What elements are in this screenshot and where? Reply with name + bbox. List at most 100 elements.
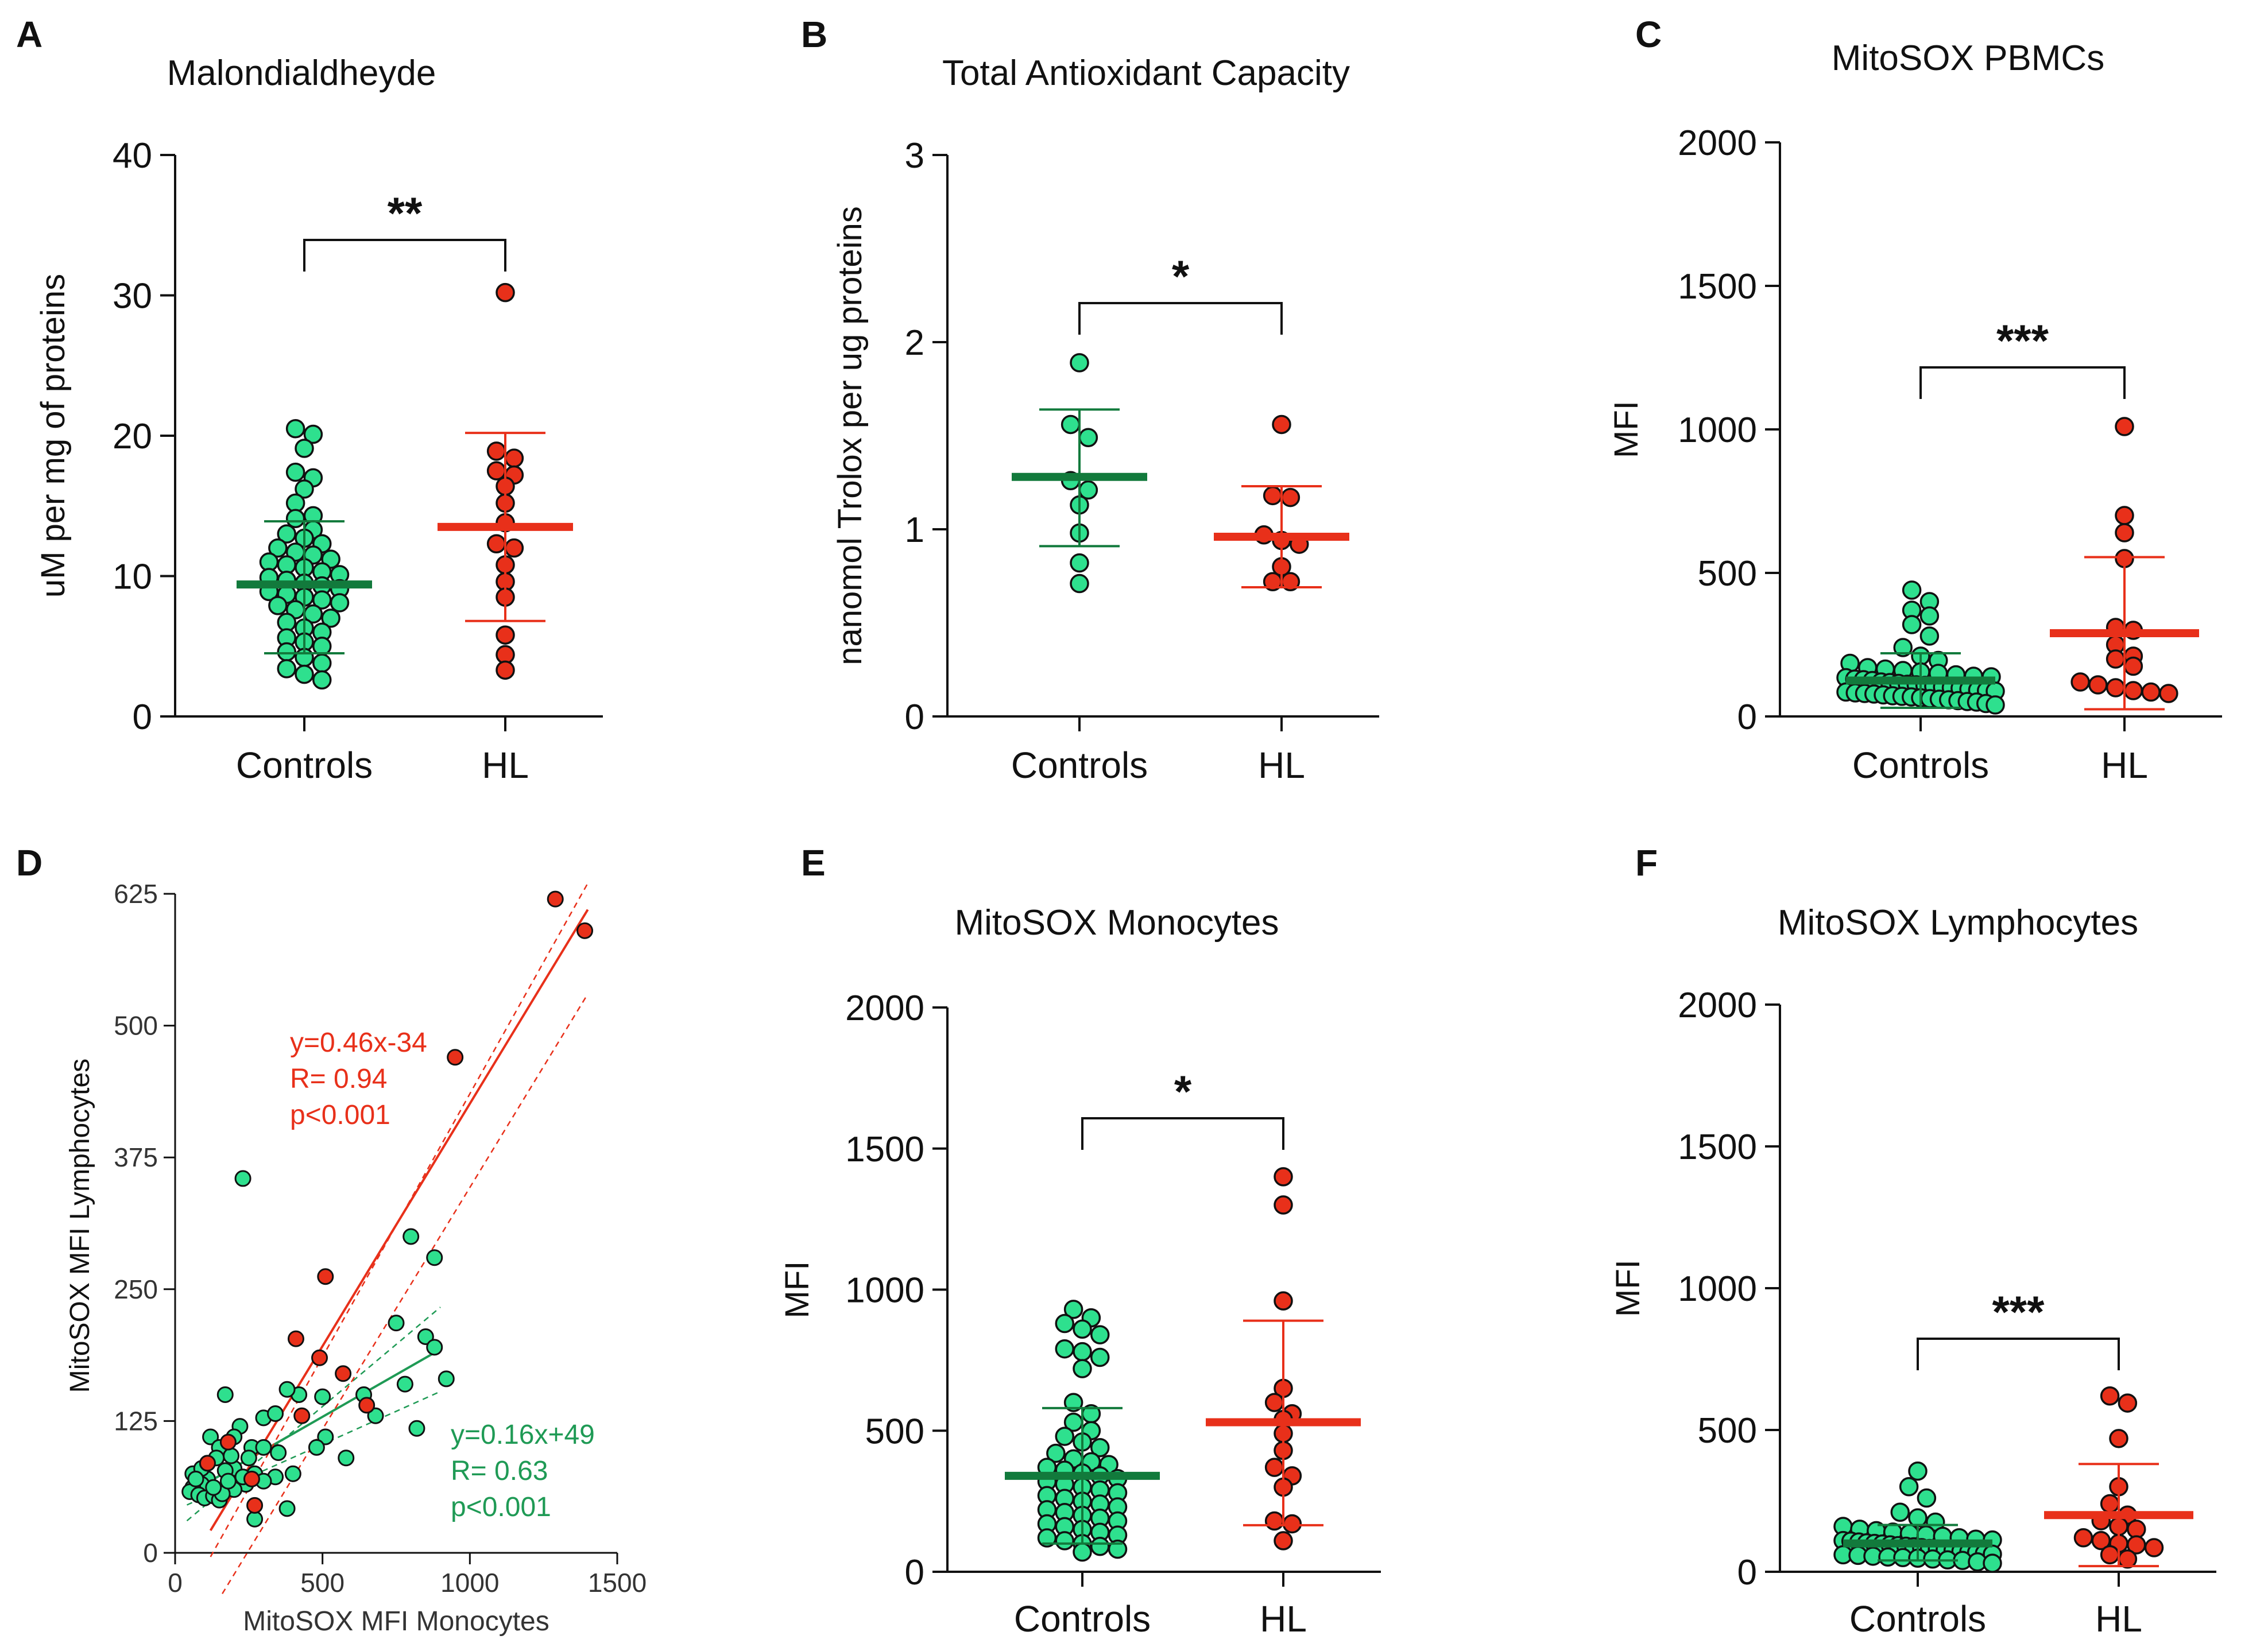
data-point	[547, 890, 564, 908]
data-point	[426, 1249, 443, 1266]
y-tick-label: 2000	[1678, 986, 1757, 1025]
y-tick-label: 30	[113, 277, 152, 316]
data-point	[1090, 1347, 1110, 1367]
series-hl	[438, 282, 573, 680]
data-point	[1090, 1437, 1110, 1458]
data-point	[1078, 428, 1098, 448]
x-tick-label: 0	[168, 1568, 183, 1598]
data-point	[2118, 1393, 2138, 1413]
hl-fit-p: p<0.001	[290, 1100, 390, 1130]
data-point	[402, 1228, 420, 1245]
x-tick-label: 500	[300, 1568, 345, 1598]
significance-bracket	[1919, 366, 2126, 399]
data-point	[311, 1349, 328, 1366]
series-hl	[2050, 417, 2199, 711]
data-point	[1073, 1319, 1092, 1339]
data-point	[277, 524, 296, 544]
data-point	[1070, 553, 1089, 573]
panel-letter: A	[16, 14, 42, 55]
data-point	[2100, 1545, 2120, 1565]
y-tick-label: 20	[113, 417, 152, 456]
data-point	[285, 419, 305, 439]
data-point	[1282, 1514, 1302, 1534]
data-point	[1264, 1511, 1284, 1531]
data-point	[267, 1405, 284, 1423]
category-label: HL	[2095, 1598, 2142, 1640]
significance-marker: ***	[1992, 1286, 2045, 1337]
data-point	[396, 1375, 413, 1393]
data-point	[277, 659, 296, 679]
data-point	[295, 439, 314, 458]
y-tick-label: 500	[114, 1011, 158, 1041]
y-tick-label: 500	[865, 1412, 924, 1451]
chart-title: Malondialdheyde	[167, 53, 436, 93]
data-point	[255, 1439, 272, 1456]
data-point	[308, 1439, 325, 1456]
data-point	[1070, 573, 1089, 594]
y-tick-label: 1500	[1678, 267, 1757, 307]
data-point	[285, 462, 305, 482]
y-tick-label: 10	[113, 557, 152, 597]
y-tick-label: 0	[1737, 1553, 1757, 1592]
data-point	[330, 593, 350, 613]
data-point	[240, 1450, 257, 1467]
data-point	[1893, 638, 1913, 657]
y-tick-label: 500	[1698, 554, 1757, 594]
data-point	[199, 1455, 216, 1472]
hl-fit-equation: y=0.46x-34	[290, 1028, 427, 1058]
data-point	[1108, 1539, 1128, 1559]
y-tick-label: 1000	[1678, 410, 1757, 450]
data-point	[268, 538, 288, 558]
category-label: HL	[2101, 745, 2148, 786]
data-point	[293, 1407, 311, 1424]
y-tick-label: 2	[905, 323, 924, 363]
controls-fit-equation: y=0.16x+49	[451, 1420, 595, 1450]
data-point	[1263, 486, 1283, 506]
regression-hl	[209, 883, 589, 1594]
data-point	[504, 448, 524, 468]
data-point	[216, 1386, 234, 1403]
data-point	[1070, 353, 1089, 373]
data-point	[486, 441, 506, 461]
y-tick-label: 375	[114, 1142, 158, 1172]
y-axis-label: MFI	[1609, 1259, 1647, 1317]
panel-letter: E	[801, 842, 826, 883]
category-label: HL	[1258, 745, 1305, 786]
x-axis-label: MitoSOX MFI Monocytes	[243, 1606, 549, 1637]
data-point	[1917, 1488, 1937, 1508]
ci-upper	[210, 883, 589, 1557]
panel-letter: B	[801, 14, 827, 55]
series-controls	[237, 419, 372, 690]
data-point	[1983, 1553, 2002, 1573]
data-point	[1902, 615, 1922, 634]
significance-bracket	[303, 239, 506, 272]
data-point	[576, 922, 594, 939]
data-point	[278, 1500, 296, 1517]
data-point	[2159, 684, 2178, 703]
data-point	[1061, 414, 1081, 435]
panel-d: D 0 125 250 375 500 625 0 500 1000 1500 MitoSOX MFI…	[16, 842, 647, 1637]
controls-fit-p: p<0.001	[451, 1492, 551, 1522]
data-point	[1264, 1458, 1284, 1477]
series-hl	[1206, 1167, 1361, 1551]
data-point	[486, 461, 506, 480]
data-point	[312, 653, 332, 673]
panel-letter: C	[1635, 14, 1662, 55]
data-point	[1274, 1167, 1293, 1187]
data-point	[1090, 1325, 1110, 1344]
data-point	[1055, 1313, 1074, 1334]
data-point	[496, 625, 515, 645]
y-tick-label: 1000	[1678, 1269, 1757, 1309]
y-tick-label: 0	[905, 697, 924, 737]
data-point	[246, 1510, 264, 1528]
data-point	[1073, 1542, 1092, 1562]
data-point	[202, 1428, 219, 1445]
data-point	[2115, 506, 2134, 525]
data-point	[1274, 1291, 1293, 1311]
significance-bracket	[1078, 302, 1283, 335]
chart-title: MitoSOX PBMCs	[1832, 38, 2104, 78]
data-point	[1055, 1531, 1074, 1551]
data-point	[1274, 1531, 1293, 1551]
panel-letter: D	[16, 842, 42, 883]
